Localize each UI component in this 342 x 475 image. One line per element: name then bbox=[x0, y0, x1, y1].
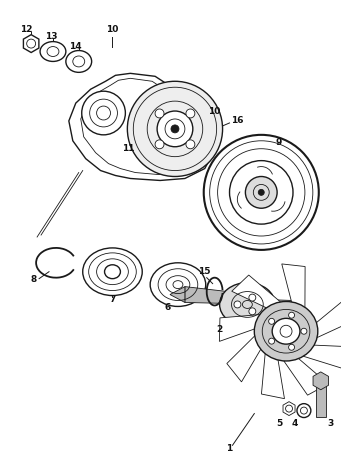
Ellipse shape bbox=[301, 328, 307, 334]
Ellipse shape bbox=[40, 42, 66, 61]
Polygon shape bbox=[284, 358, 328, 395]
Polygon shape bbox=[170, 286, 185, 303]
Ellipse shape bbox=[105, 265, 120, 279]
Polygon shape bbox=[185, 286, 227, 304]
Ellipse shape bbox=[249, 294, 256, 301]
Ellipse shape bbox=[204, 135, 319, 250]
Ellipse shape bbox=[268, 318, 275, 324]
Ellipse shape bbox=[82, 91, 126, 135]
Text: 6: 6 bbox=[165, 303, 171, 312]
Polygon shape bbox=[23, 35, 39, 53]
Polygon shape bbox=[315, 299, 342, 339]
Text: 13: 13 bbox=[45, 32, 57, 41]
Text: 7: 7 bbox=[109, 295, 116, 304]
Polygon shape bbox=[303, 345, 342, 369]
Ellipse shape bbox=[155, 109, 164, 118]
Polygon shape bbox=[69, 73, 215, 180]
Ellipse shape bbox=[289, 344, 294, 350]
Ellipse shape bbox=[83, 248, 142, 295]
Text: 10: 10 bbox=[209, 106, 221, 115]
Ellipse shape bbox=[289, 312, 294, 318]
Polygon shape bbox=[265, 300, 292, 309]
Ellipse shape bbox=[127, 81, 223, 177]
Ellipse shape bbox=[220, 283, 275, 326]
Ellipse shape bbox=[150, 263, 206, 306]
Text: 10: 10 bbox=[106, 25, 119, 34]
Polygon shape bbox=[283, 402, 295, 416]
Polygon shape bbox=[316, 381, 326, 417]
Polygon shape bbox=[219, 314, 262, 342]
Ellipse shape bbox=[157, 111, 193, 147]
Ellipse shape bbox=[268, 338, 275, 344]
Polygon shape bbox=[282, 264, 305, 308]
Ellipse shape bbox=[246, 177, 277, 208]
Ellipse shape bbox=[173, 281, 183, 289]
Ellipse shape bbox=[66, 50, 92, 72]
Ellipse shape bbox=[96, 106, 110, 120]
Text: 16: 16 bbox=[231, 116, 244, 125]
Text: 9: 9 bbox=[276, 138, 282, 147]
Ellipse shape bbox=[272, 318, 300, 344]
Text: 4: 4 bbox=[292, 419, 298, 428]
Polygon shape bbox=[227, 334, 262, 382]
Text: 14: 14 bbox=[69, 42, 82, 51]
Text: 8: 8 bbox=[30, 275, 36, 284]
Ellipse shape bbox=[254, 302, 318, 361]
Ellipse shape bbox=[297, 404, 311, 418]
Polygon shape bbox=[232, 275, 280, 308]
Text: 11: 11 bbox=[122, 144, 135, 153]
Ellipse shape bbox=[155, 140, 164, 149]
Ellipse shape bbox=[171, 125, 179, 133]
Ellipse shape bbox=[249, 308, 256, 315]
Ellipse shape bbox=[258, 190, 264, 195]
Polygon shape bbox=[313, 372, 329, 390]
Text: 12: 12 bbox=[20, 25, 32, 34]
Ellipse shape bbox=[186, 140, 195, 149]
Text: 1: 1 bbox=[226, 444, 233, 453]
Polygon shape bbox=[261, 352, 285, 399]
Ellipse shape bbox=[47, 47, 59, 57]
Text: 2: 2 bbox=[216, 325, 223, 334]
Text: 3: 3 bbox=[328, 419, 334, 428]
Ellipse shape bbox=[186, 109, 195, 118]
Text: 5: 5 bbox=[276, 419, 282, 428]
Text: 15: 15 bbox=[198, 267, 211, 276]
Ellipse shape bbox=[234, 301, 241, 308]
